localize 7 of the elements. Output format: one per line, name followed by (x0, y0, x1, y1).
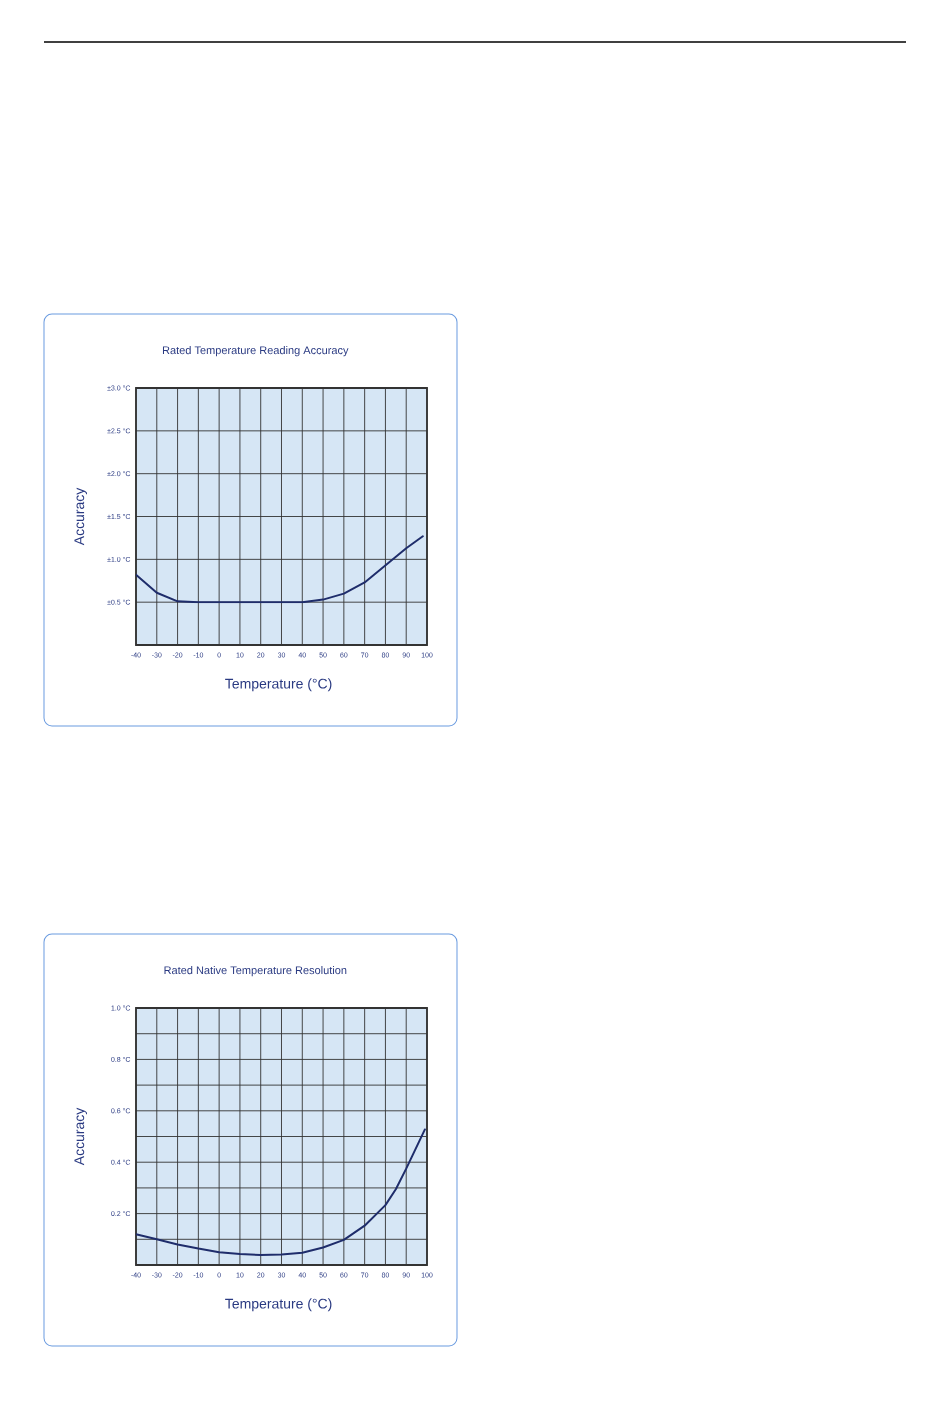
x-axis-title: Temperature (°C) (225, 678, 332, 692)
y-axis-title: Accuracy (74, 1107, 87, 1166)
x-axis-title: Temperature (°C) (225, 1298, 332, 1312)
chart-title: Rated Temperature Reading Accuracy (162, 346, 349, 357)
chart-title: Rated Native Temperature Resolution (164, 966, 347, 977)
line-series (136, 1128, 426, 1256)
y-axis-title: Accuracy (74, 487, 87, 546)
